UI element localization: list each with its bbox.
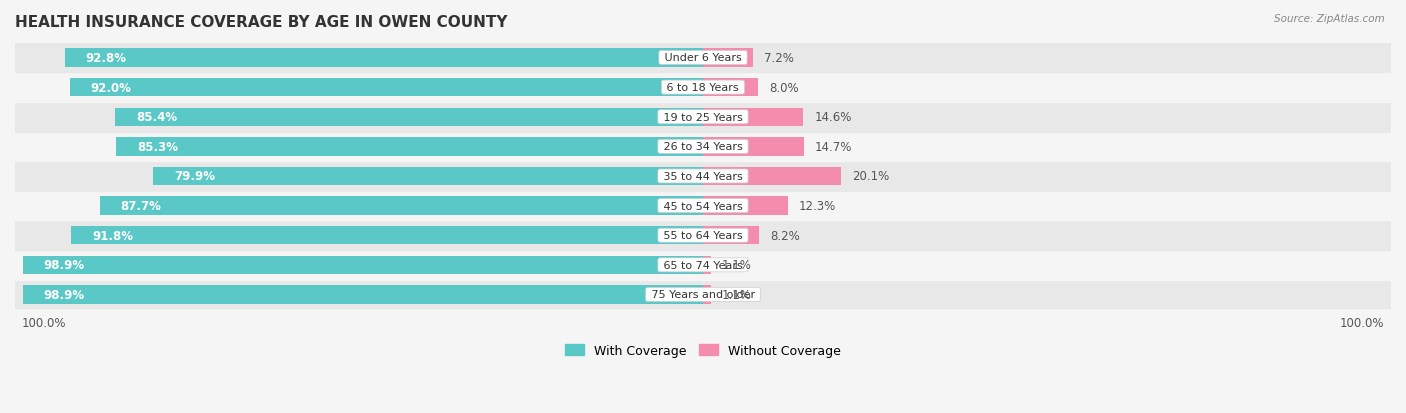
- Text: 8.0%: 8.0%: [769, 81, 799, 95]
- Bar: [117, 138, 703, 156]
- Text: 85.3%: 85.3%: [136, 140, 177, 154]
- Text: 14.6%: 14.6%: [814, 111, 852, 124]
- Text: 98.9%: 98.9%: [44, 288, 84, 301]
- Bar: [703, 167, 841, 186]
- Bar: [22, 286, 703, 304]
- Bar: [703, 138, 804, 156]
- Text: 85.4%: 85.4%: [136, 111, 177, 124]
- Text: 12.3%: 12.3%: [799, 199, 837, 213]
- Text: 7.2%: 7.2%: [763, 52, 793, 65]
- Bar: [100, 197, 703, 215]
- Text: 92.0%: 92.0%: [90, 81, 132, 95]
- Bar: [703, 256, 710, 274]
- Text: 100.0%: 100.0%: [1340, 316, 1384, 329]
- Bar: [15, 103, 1391, 132]
- Bar: [15, 191, 1391, 221]
- Text: 35 to 44 Years: 35 to 44 Years: [659, 171, 747, 182]
- Text: 75 Years and older: 75 Years and older: [648, 290, 758, 300]
- Text: 26 to 34 Years: 26 to 34 Years: [659, 142, 747, 152]
- Text: 20.1%: 20.1%: [852, 170, 890, 183]
- Bar: [703, 286, 710, 304]
- Bar: [65, 49, 703, 67]
- Bar: [703, 79, 758, 97]
- Bar: [703, 197, 787, 215]
- Text: HEALTH INSURANCE COVERAGE BY AGE IN OWEN COUNTY: HEALTH INSURANCE COVERAGE BY AGE IN OWEN…: [15, 15, 508, 30]
- Text: 91.8%: 91.8%: [91, 229, 134, 242]
- Text: Under 6 Years: Under 6 Years: [661, 53, 745, 63]
- Bar: [15, 162, 1391, 191]
- Bar: [22, 256, 703, 274]
- Bar: [70, 79, 703, 97]
- Text: 8.2%: 8.2%: [770, 229, 800, 242]
- Bar: [15, 132, 1391, 162]
- Text: 98.9%: 98.9%: [44, 259, 84, 272]
- Bar: [15, 280, 1391, 309]
- Bar: [703, 108, 803, 127]
- Bar: [15, 250, 1391, 280]
- Bar: [15, 43, 1391, 73]
- Bar: [153, 167, 703, 186]
- Text: 19 to 25 Years: 19 to 25 Years: [659, 112, 747, 122]
- Bar: [15, 221, 1391, 250]
- Text: 1.1%: 1.1%: [721, 259, 751, 272]
- Text: 100.0%: 100.0%: [22, 316, 66, 329]
- Text: 45 to 54 Years: 45 to 54 Years: [659, 201, 747, 211]
- Bar: [15, 73, 1391, 103]
- Text: 1.1%: 1.1%: [721, 288, 751, 301]
- Legend: With Coverage, Without Coverage: With Coverage, Without Coverage: [561, 339, 845, 362]
- Bar: [115, 108, 703, 127]
- Text: 92.8%: 92.8%: [86, 52, 127, 65]
- Bar: [703, 49, 752, 67]
- Text: Source: ZipAtlas.com: Source: ZipAtlas.com: [1274, 14, 1385, 24]
- Text: 65 to 74 Years: 65 to 74 Years: [659, 260, 747, 270]
- Text: 87.7%: 87.7%: [121, 199, 162, 213]
- Bar: [72, 226, 703, 245]
- Text: 6 to 18 Years: 6 to 18 Years: [664, 83, 742, 93]
- Text: 55 to 64 Years: 55 to 64 Years: [659, 231, 747, 241]
- Bar: [703, 226, 759, 245]
- Text: 14.7%: 14.7%: [815, 140, 852, 154]
- Text: 79.9%: 79.9%: [174, 170, 215, 183]
